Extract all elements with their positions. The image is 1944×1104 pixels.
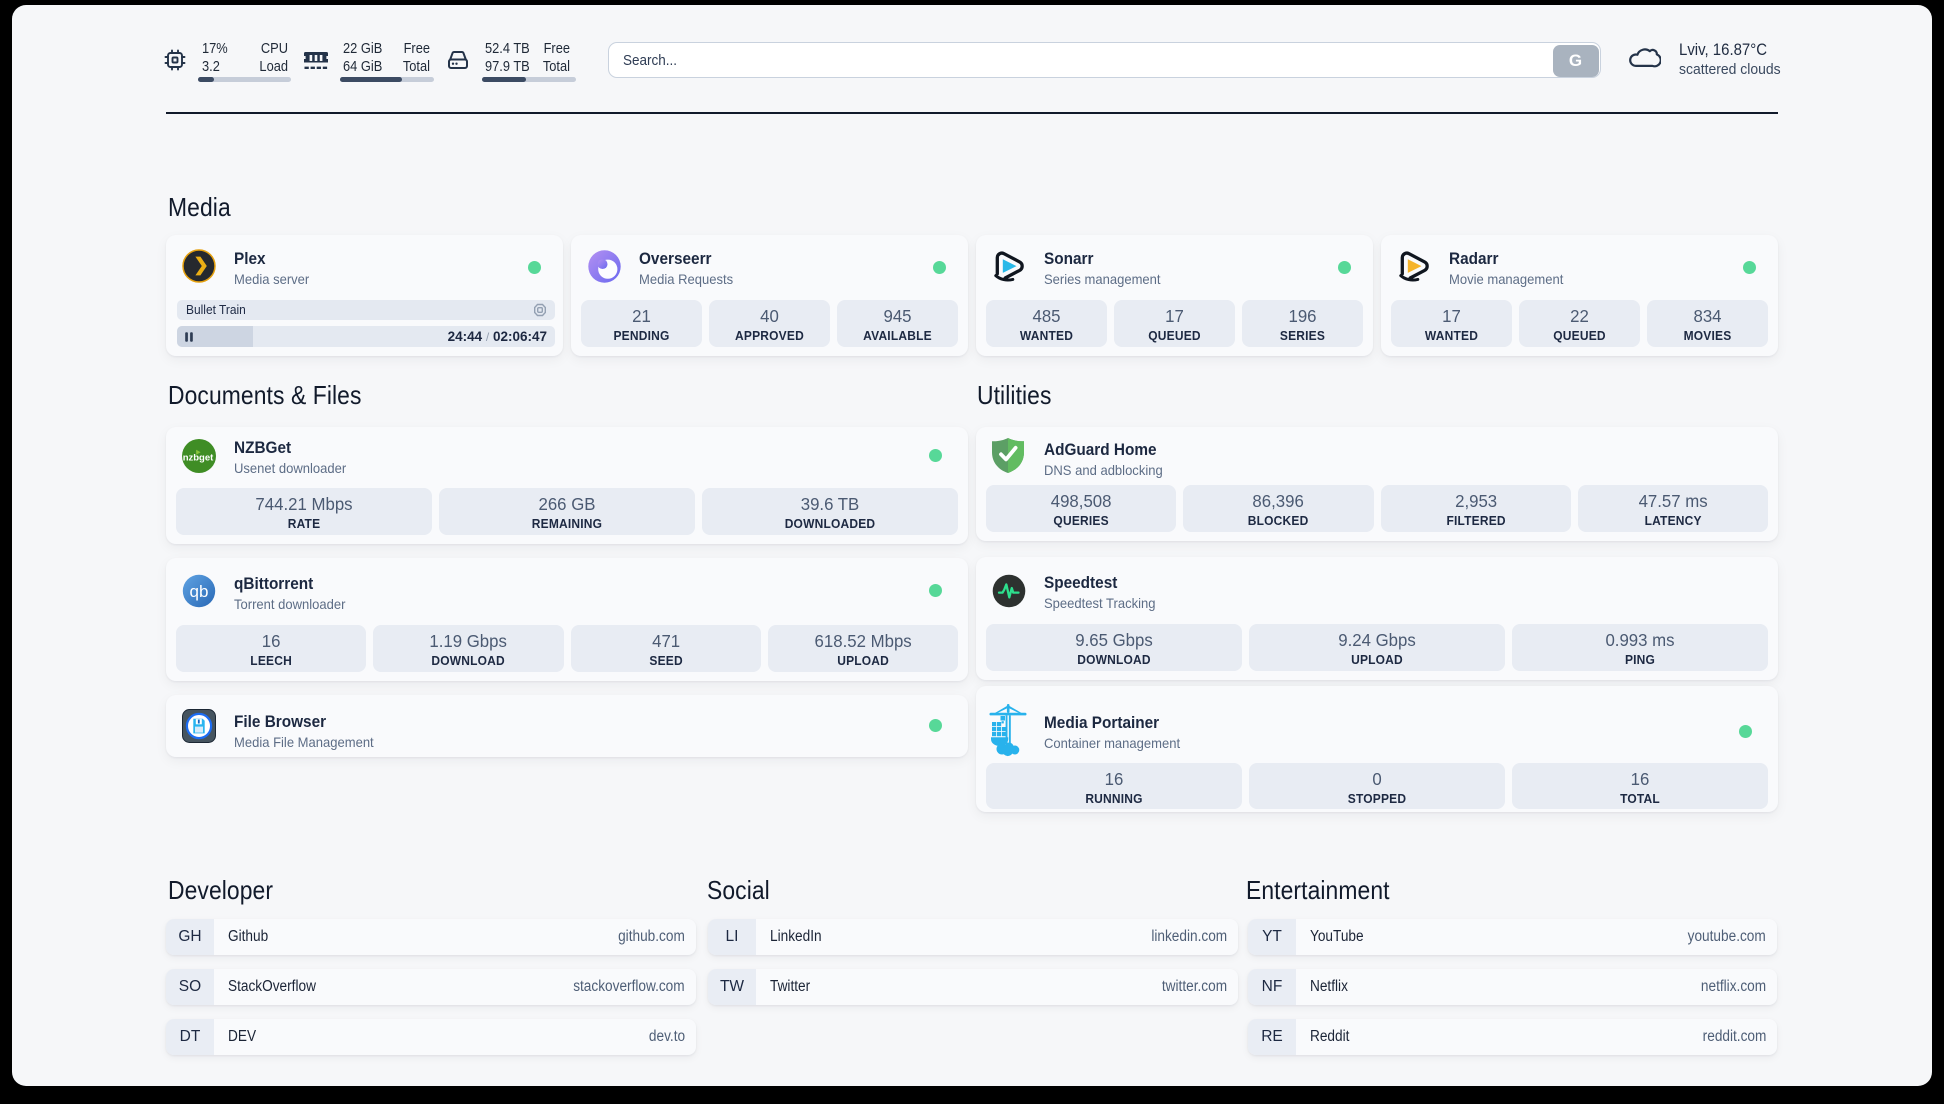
svg-text:nzbget: nzbget xyxy=(183,453,214,464)
svg-text:qb: qb xyxy=(190,582,209,601)
